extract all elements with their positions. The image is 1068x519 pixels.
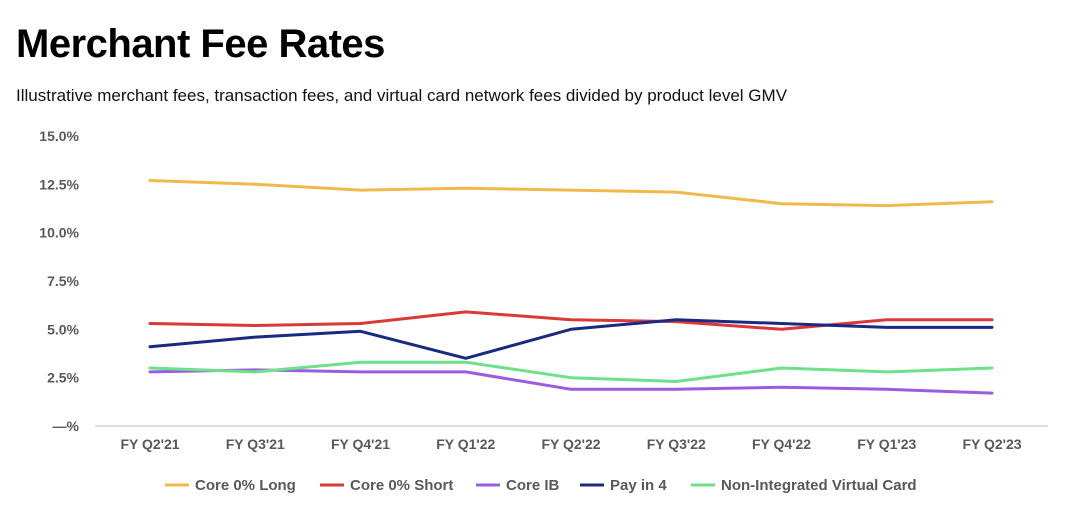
series-line-non-integrated-virtual-card — [148, 360, 994, 383]
x-tick-label: FY Q2'22 — [541, 436, 600, 452]
x-tick-label: FY Q1'23 — [857, 436, 916, 452]
legend-label: Pay in 4 — [610, 477, 667, 494]
x-tick-label: FY Q1'22 — [436, 436, 495, 452]
series-line-core-0-short — [148, 310, 994, 331]
y-tick-label: 12.5% — [39, 176, 79, 192]
y-tick-label: 5.0% — [47, 321, 79, 337]
series-line-pay-in-4 — [148, 318, 994, 360]
legend: Core 0% Long Core 0% Short Core IB Pay in 4… — [165, 477, 917, 494]
x-tick-label: FY Q3'21 — [226, 436, 285, 452]
x-tick-label: FY Q2'21 — [120, 436, 179, 452]
x-tick-label: FY Q4'22 — [752, 436, 811, 452]
series-lines — [148, 179, 994, 395]
y-tick-label: 15.0% — [39, 128, 79, 144]
y-tick-label: 7.5% — [47, 273, 79, 289]
y-tick-label: 10.0% — [39, 225, 79, 241]
series-line-core-0-long — [148, 179, 994, 208]
legend-label: Core 0% Long — [195, 477, 296, 494]
y-axis: —% 2.5% 5.0% 7.5% 10.0% 12.5% 15.0% — [39, 128, 79, 434]
legend-label: Core IB — [506, 477, 560, 494]
y-tick-label: —% — [53, 418, 80, 434]
x-axis: FY Q2'21 FY Q3'21 FY Q4'21 FY Q1'22 FY Q2'22… — [120, 436, 1021, 452]
legend-label: Non-Integrated Virtual Card — [721, 477, 917, 494]
x-tick-label: FY Q3'22 — [647, 436, 706, 452]
x-tick-label: FY Q4'21 — [331, 436, 390, 452]
series-line-core-ib — [148, 368, 994, 395]
x-tick-label: FY Q2'23 — [962, 436, 1021, 452]
chart-title: Merchant Fee Rates — [16, 22, 385, 66]
chart-subtitle: Illustrative merchant fees, transaction … — [16, 86, 788, 105]
legend-label: Core 0% Short — [350, 477, 453, 494]
y-tick-label: 2.5% — [47, 370, 79, 386]
